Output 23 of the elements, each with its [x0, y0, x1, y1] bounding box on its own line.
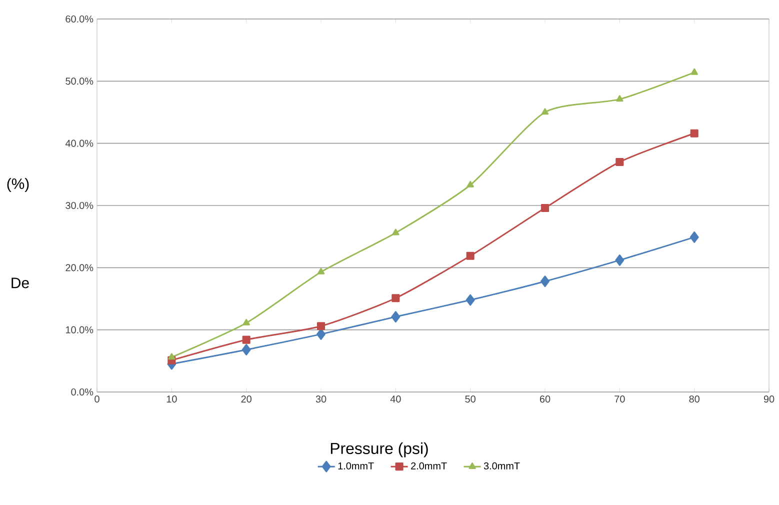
y-tick-label: 0.0%	[71, 388, 94, 396]
x-tick-label: 30	[316, 396, 326, 403]
text: (%)	[7, 178, 29, 192]
x-tick-label: 10	[166, 396, 177, 403]
x-tick-label: 70	[614, 396, 625, 403]
x-axis-title: Pressure (psi)	[330, 442, 428, 458]
y-tick-label: 20.0%	[66, 264, 94, 272]
x-tick-label: 80	[689, 396, 700, 403]
x-tick-label: 20	[241, 396, 252, 403]
y-tick-label: 30.0%	[66, 202, 94, 210]
legend-label: 1.0mmT	[338, 462, 374, 470]
x-tick-label: 40	[390, 396, 401, 403]
y-tick-label: 60.0%	[66, 15, 94, 23]
legend-label: 2.0mmT	[411, 462, 447, 470]
x-tick-label: 0	[94, 396, 100, 403]
x-tick-label: 60	[540, 396, 550, 403]
x-tick-label: 50	[465, 396, 476, 403]
y-tick-label: 40.0%	[65, 140, 94, 147]
text: De	[12, 278, 29, 288]
legend-label: 3.0mmT	[484, 462, 520, 470]
x-tick-label: 90	[764, 396, 774, 403]
y-tick-label: 10.0%	[66, 326, 94, 334]
y-tick-label: 50.0%	[66, 78, 94, 85]
